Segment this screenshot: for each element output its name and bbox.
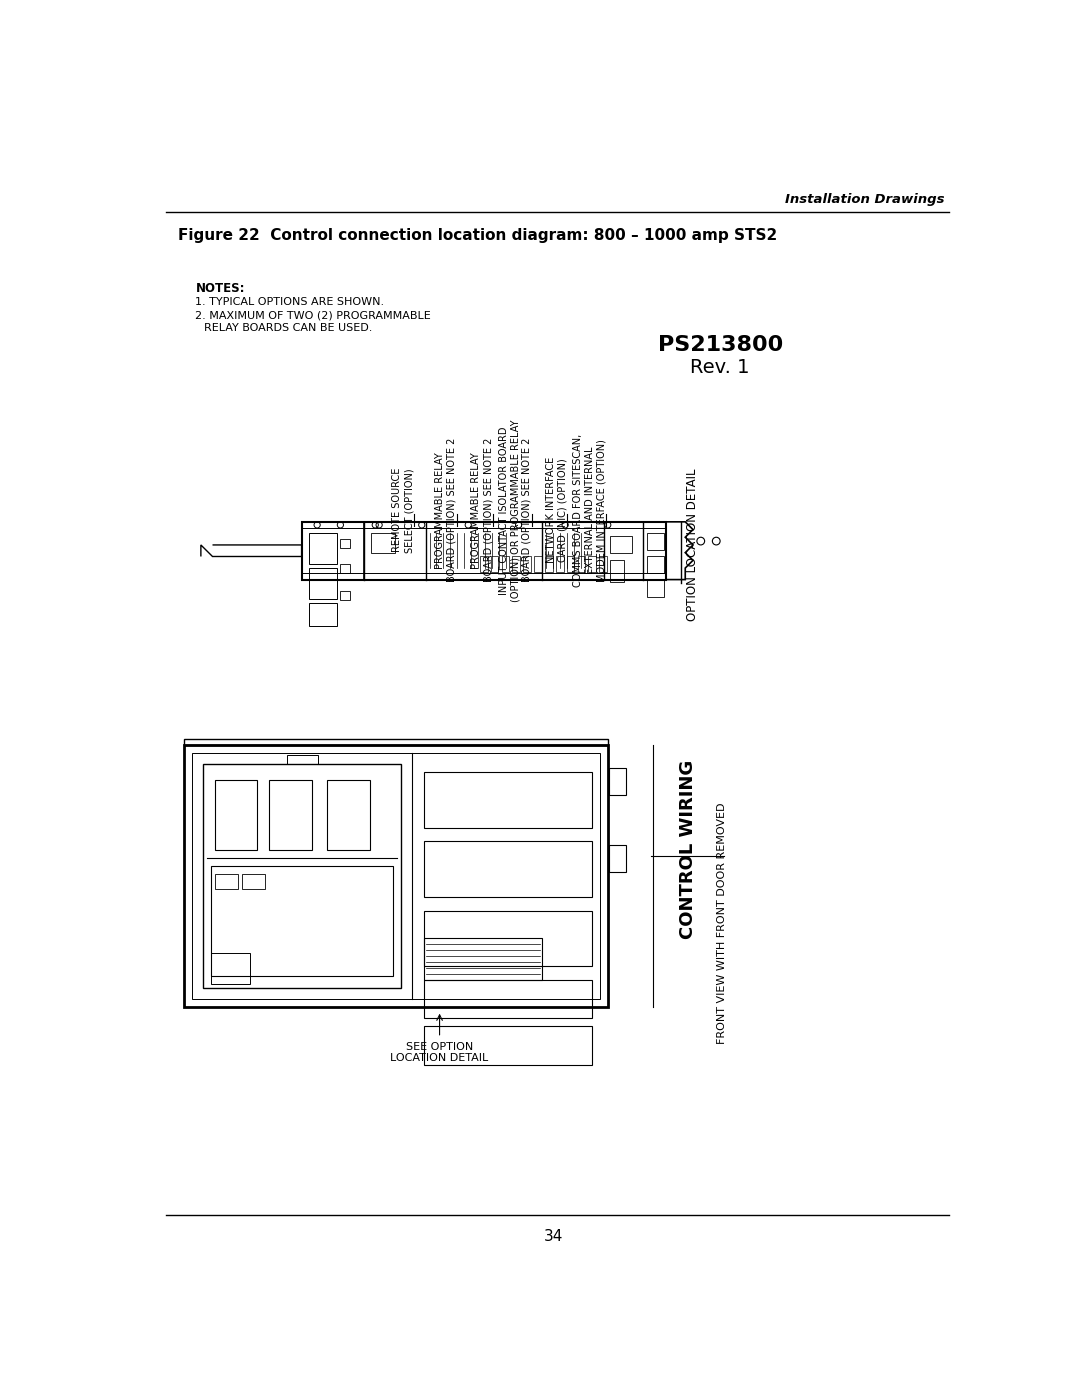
Bar bbox=[610, 535, 632, 553]
Text: RELAY BOARDS CAN BE USED.: RELAY BOARDS CAN BE USED. bbox=[204, 323, 373, 332]
Bar bbox=[242, 873, 266, 888]
Bar bbox=[424, 773, 592, 827]
Bar bbox=[203, 764, 401, 988]
Bar bbox=[501, 556, 510, 571]
Bar bbox=[211, 953, 249, 983]
Text: Installation Drawings: Installation Drawings bbox=[785, 193, 945, 207]
Text: PROGRAMMABLE RELAY
BOARD (OPTION) SEE NOTE 2: PROGRAMMABLE RELAY BOARD (OPTION) SEE NO… bbox=[435, 439, 457, 583]
Bar bbox=[578, 556, 585, 571]
Bar bbox=[424, 979, 592, 1018]
Bar bbox=[327, 780, 369, 851]
Bar bbox=[599, 556, 607, 571]
Bar bbox=[490, 556, 499, 571]
Text: CONTROL WIRING: CONTROL WIRING bbox=[678, 760, 697, 940]
Bar bbox=[609, 845, 626, 872]
Bar bbox=[647, 534, 663, 550]
Bar bbox=[610, 560, 624, 583]
Bar bbox=[309, 602, 337, 626]
Bar bbox=[424, 911, 592, 967]
Text: 1. TYPICAL OPTIONS ARE SHOWN.: 1. TYPICAL OPTIONS ARE SHOWN. bbox=[195, 298, 384, 307]
Bar bbox=[309, 534, 337, 564]
Bar bbox=[480, 556, 488, 571]
Bar bbox=[524, 556, 531, 571]
Text: OPTION LOCATION DETAIL: OPTION LOCATION DETAIL bbox=[687, 468, 700, 622]
Bar bbox=[269, 780, 312, 851]
Bar bbox=[184, 739, 608, 745]
Text: REMOTE SOURCE
SELECT (OPTION): REMOTE SOURCE SELECT (OPTION) bbox=[392, 468, 414, 553]
Bar bbox=[309, 569, 337, 599]
Bar bbox=[340, 591, 350, 601]
Text: COMMS BOARD FOR SITESCAN,
EXTERNAL AND INTERNAL
MODEM INTERFACE (OPTION): COMMS BOARD FOR SITESCAN, EXTERNAL AND I… bbox=[573, 433, 606, 587]
Text: Figure 22  Control connection location diagram: 800 – 1000 amp STS2: Figure 22 Control connection location di… bbox=[177, 228, 777, 243]
Bar bbox=[301, 522, 666, 580]
Text: 34: 34 bbox=[544, 1229, 563, 1243]
Bar bbox=[556, 556, 564, 571]
Bar bbox=[424, 937, 542, 979]
Bar bbox=[340, 539, 350, 548]
Bar bbox=[545, 556, 553, 571]
Bar bbox=[215, 873, 238, 888]
Bar bbox=[609, 768, 626, 795]
Bar bbox=[647, 580, 663, 597]
Bar bbox=[424, 841, 592, 897]
Bar bbox=[424, 1027, 592, 1065]
Text: FRONT VIEW WITH FRONT DOOR REMOVED: FRONT VIEW WITH FRONT DOOR REMOVED bbox=[717, 802, 728, 1044]
Bar bbox=[191, 753, 600, 999]
Bar bbox=[647, 556, 663, 573]
Bar bbox=[567, 556, 575, 571]
Bar bbox=[184, 745, 608, 1007]
Text: PROGRAMMABLE RELAY
BOARD (OPTION) SEE NOTE 2: PROGRAMMABLE RELAY BOARD (OPTION) SEE NO… bbox=[472, 439, 494, 583]
Bar bbox=[372, 534, 394, 553]
Bar bbox=[589, 556, 596, 571]
Bar bbox=[215, 780, 257, 851]
Bar bbox=[535, 556, 542, 571]
Bar bbox=[286, 756, 318, 764]
Text: 2. MAXIMUM OF TWO (2) PROGRAMMABLE: 2. MAXIMUM OF TWO (2) PROGRAMMABLE bbox=[195, 312, 431, 321]
Text: Rev. 1: Rev. 1 bbox=[690, 359, 750, 377]
Text: NETWORK INTERFACE
CARD (NIC) (OPTION): NETWORK INTERFACE CARD (NIC) (OPTION) bbox=[545, 457, 567, 563]
Bar bbox=[340, 564, 350, 573]
Bar bbox=[211, 866, 393, 977]
Text: NOTES:: NOTES: bbox=[195, 282, 245, 295]
Text: INPUT CONTACT ISOLATOR BOARD
(OPTION) OR PROGRAMMABLE RELAY
BOARD (OPTION) SEE N: INPUT CONTACT ISOLATOR BOARD (OPTION) OR… bbox=[499, 419, 531, 602]
Bar bbox=[512, 556, 521, 571]
Text: PS213800: PS213800 bbox=[658, 335, 783, 355]
Text: SEE OPTION
LOCATION DETAIL: SEE OPTION LOCATION DETAIL bbox=[391, 1042, 488, 1063]
